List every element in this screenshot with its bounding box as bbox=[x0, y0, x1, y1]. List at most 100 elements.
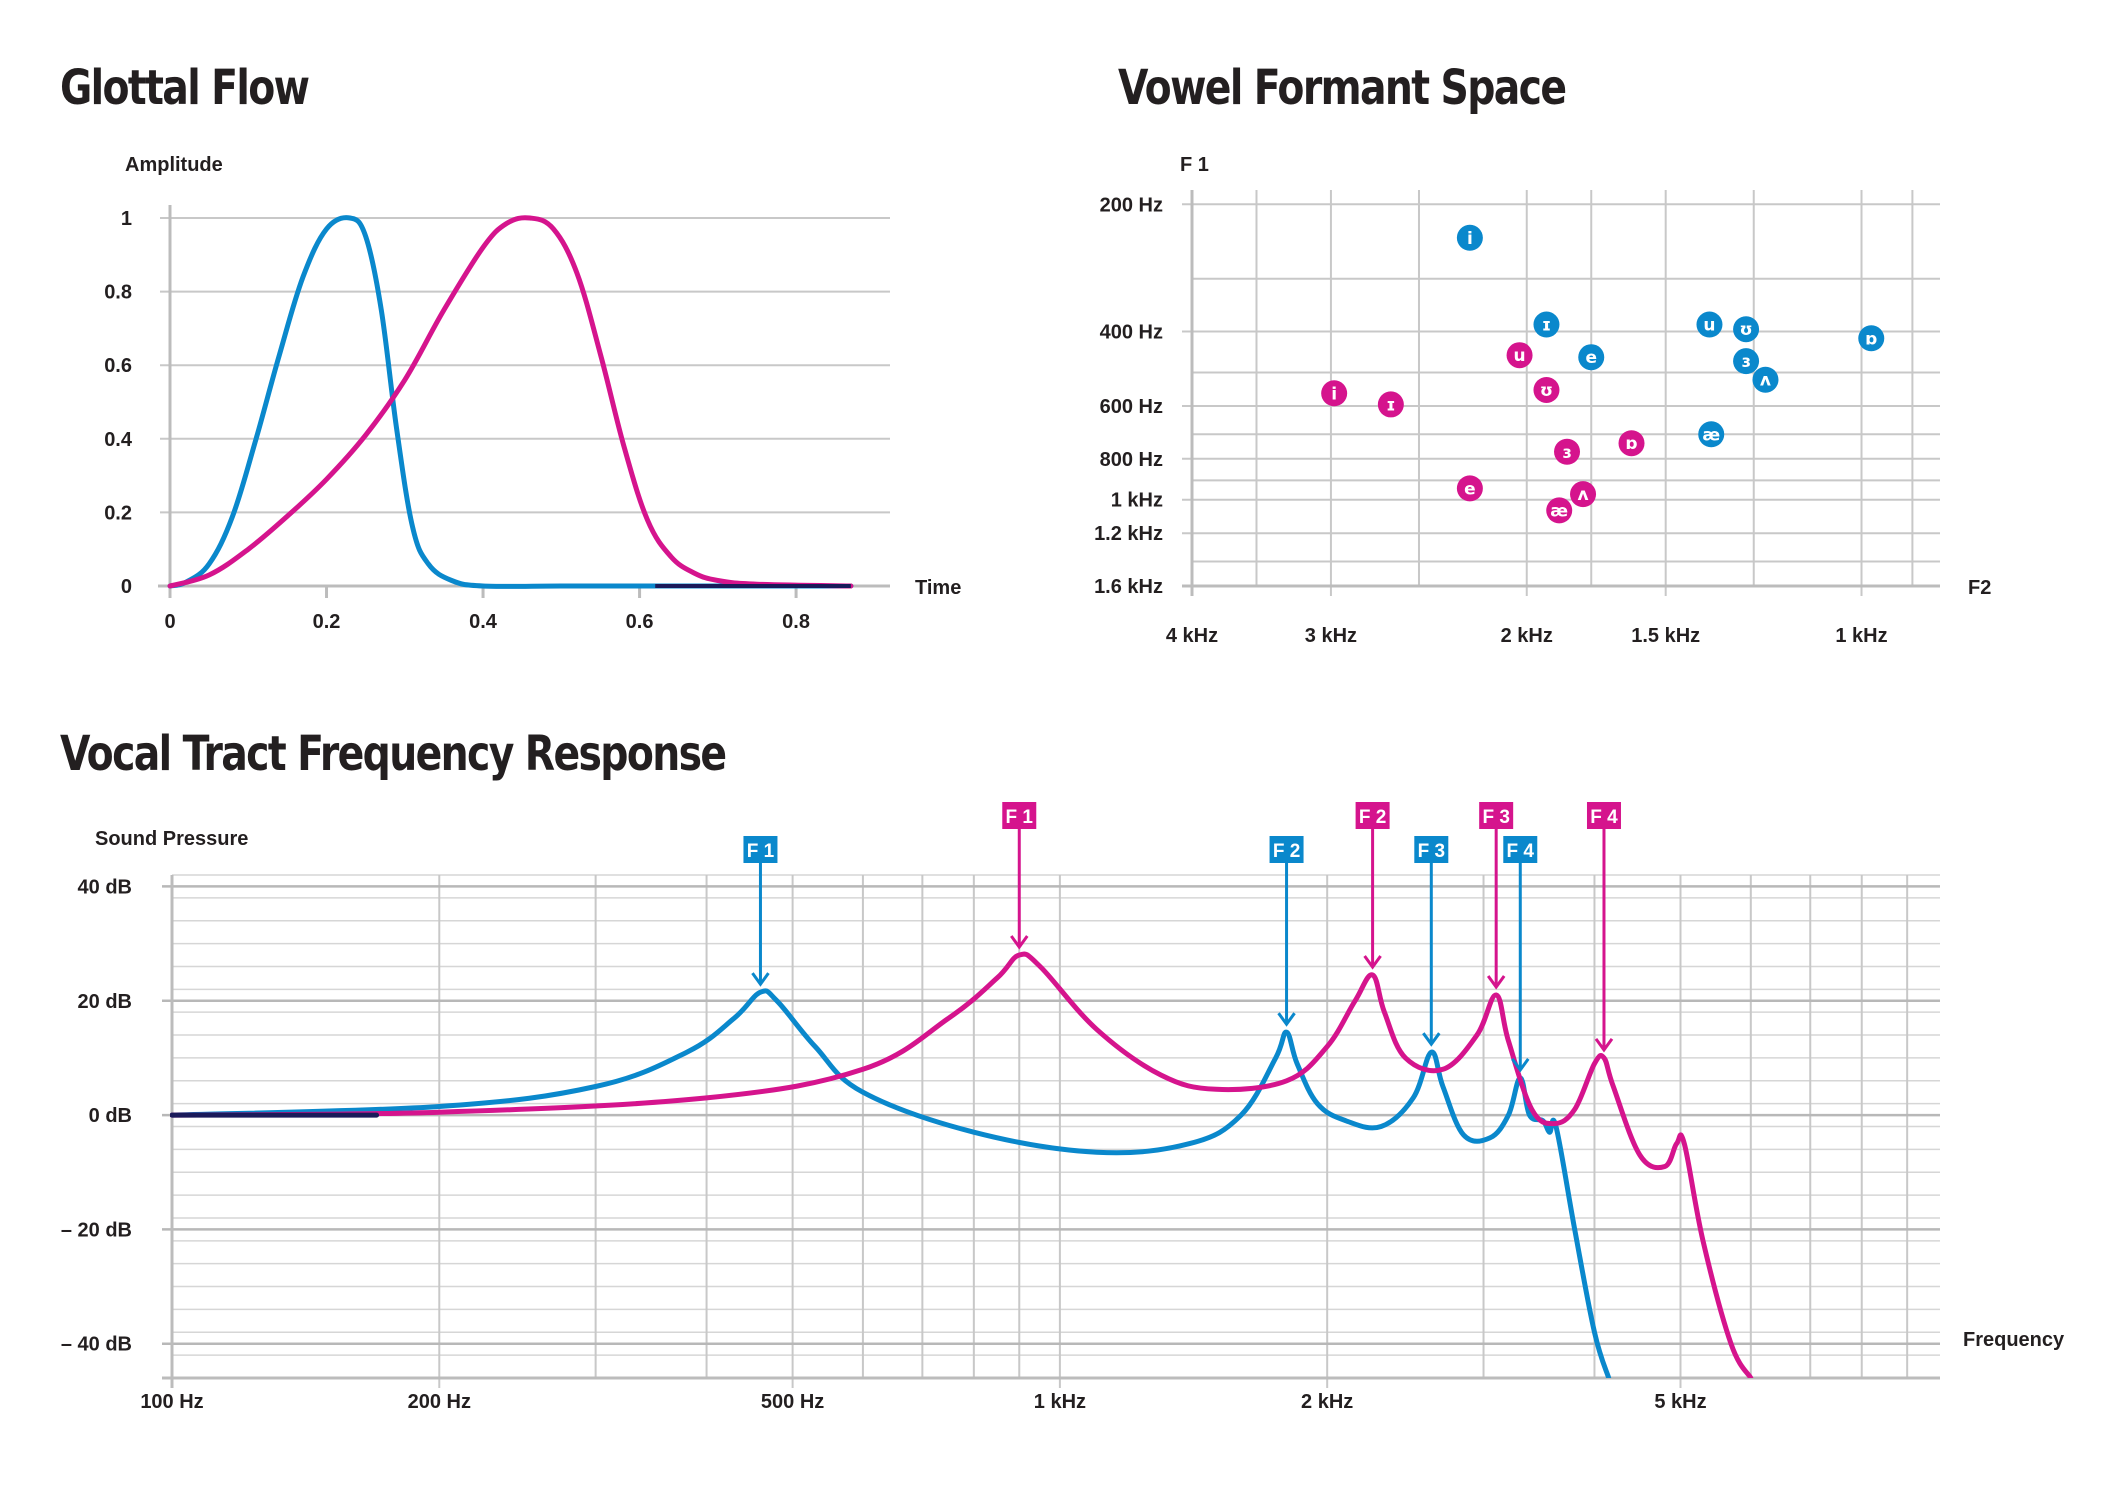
formant-vowel-point bbox=[1533, 376, 1560, 403]
formant-vowel-label: i bbox=[1467, 229, 1473, 249]
response-x-tick: 500 Hz bbox=[761, 1391, 824, 1413]
response-y-tick: – 20 dB bbox=[61, 1219, 132, 1241]
formant-arrow-head bbox=[1277, 1012, 1296, 1027]
formant-y-tick: 200 Hz bbox=[1100, 194, 1163, 216]
formant-vowel-point bbox=[1377, 391, 1404, 418]
glottal-y-tick: 1 bbox=[121, 208, 132, 230]
formant-vowel-point bbox=[1752, 366, 1779, 393]
formant-vowel-label: ʌ bbox=[1577, 485, 1588, 505]
response-y-tick: 20 dB bbox=[78, 991, 132, 1013]
formant-arrow-head bbox=[1422, 1032, 1441, 1047]
response-x-label: Frequency bbox=[1963, 1329, 2065, 1351]
formant-vowel-label: ɒ bbox=[1865, 329, 1877, 349]
formant-badge bbox=[1586, 802, 1621, 829]
formant-vowel-point bbox=[1698, 421, 1725, 448]
response-x-tick: 2 kHz bbox=[1301, 1391, 1353, 1413]
glottal-y-tick: 0 bbox=[121, 576, 132, 598]
frequency-response-title: Vocal Tract Frequency Response bbox=[60, 726, 727, 782]
glottal-series-line bbox=[167, 215, 854, 589]
response-x-tick: 100 Hz bbox=[140, 1391, 203, 1413]
formant-vowel-point bbox=[1578, 344, 1605, 371]
response-series-line bbox=[170, 988, 1612, 1378]
formant-vowel-label: æ bbox=[1550, 501, 1568, 521]
glottal-x-tick: 0.4 bbox=[469, 611, 498, 633]
formant-badge-label: F 1 bbox=[1006, 807, 1034, 828]
formant-vowel-point bbox=[1554, 438, 1581, 465]
formant-y-tick: 600 Hz bbox=[1100, 396, 1163, 418]
response-y-label: Sound Pressure bbox=[95, 828, 248, 850]
formant-badge bbox=[1479, 802, 1514, 829]
formant-badge bbox=[1414, 836, 1449, 863]
glottal-y-tick: 0.4 bbox=[104, 429, 133, 451]
glottal-x-tick: 0.2 bbox=[313, 611, 341, 633]
formant-badge-label: F 4 bbox=[1507, 841, 1535, 862]
formant-y-tick: 1.6 kHz bbox=[1094, 576, 1163, 598]
formant-vowel-label: ɪ bbox=[1542, 316, 1551, 336]
formant-vowel-point bbox=[1456, 224, 1483, 251]
glottal-x-tick: 0.8 bbox=[782, 611, 810, 633]
formant-vowel-label: u bbox=[1514, 346, 1526, 366]
formant-x-tick: 1.5 kHz bbox=[1631, 625, 1700, 647]
formant-vowel-point bbox=[1456, 475, 1483, 502]
formant-badge-label: F 2 bbox=[1359, 807, 1386, 828]
formant-vowel-point bbox=[1733, 316, 1760, 343]
formant-vowel-label: e bbox=[1585, 348, 1597, 368]
formant-vowel-label: ɪ bbox=[1386, 395, 1395, 415]
formant-y-tick: 400 Hz bbox=[1100, 322, 1163, 344]
glottal-x-tick: 0.6 bbox=[626, 611, 654, 633]
formant-arrow-head bbox=[1363, 955, 1382, 970]
formant-x-tick: 3 kHz bbox=[1305, 625, 1357, 647]
formant-vowel-label: ʌ bbox=[1760, 371, 1771, 391]
formant-vowel-point bbox=[1696, 311, 1723, 338]
formant-badge-label: F 4 bbox=[1590, 807, 1618, 828]
formant-arrow-head bbox=[1511, 1058, 1530, 1073]
response-series-line bbox=[170, 951, 1754, 1378]
formant-badge bbox=[1503, 836, 1538, 863]
formant-badge-label: F 2 bbox=[1273, 841, 1300, 862]
formant-vowel-label: ɜ bbox=[1741, 352, 1750, 372]
formant-vowel-point bbox=[1618, 430, 1645, 457]
formant-vowel-point bbox=[1858, 325, 1885, 352]
formant-badge bbox=[1355, 802, 1390, 829]
formant-y-tick: 1.2 kHz bbox=[1094, 523, 1163, 545]
response-y-tick: 40 dB bbox=[78, 876, 132, 898]
formant-arrow-head bbox=[1486, 975, 1506, 990]
formant-vowel-point bbox=[1533, 311, 1560, 338]
formant-y-label: F 1 bbox=[1180, 154, 1209, 176]
response-y-tick: 0 dB bbox=[89, 1105, 132, 1127]
formant-vowel-label: ɜ bbox=[1562, 443, 1571, 463]
vowel-formant-chart: 4 kHz 3 kHz 2 kHz 1.5 kHz 1 kHz 200 Hz 400 Hz 6… bbox=[1094, 154, 1991, 647]
glottal-x-tick: 0 bbox=[164, 611, 175, 633]
frequency-response-chart: 100 Hz 200 Hz 500 Hz 1 kHz 2 kHz 5 kHz 40 dB 20… bbox=[61, 802, 2065, 1413]
formant-vowel-label: e bbox=[1464, 479, 1476, 499]
formant-badge-label: F 3 bbox=[1482, 807, 1509, 828]
formant-badge-label: F 1 bbox=[747, 841, 775, 862]
formant-badge bbox=[743, 836, 778, 863]
formant-vowel-point bbox=[1321, 380, 1348, 407]
glottal-y-tick: 0.6 bbox=[104, 355, 132, 377]
formant-badge-label: F 3 bbox=[1418, 841, 1445, 862]
formant-vowel-label: ʊ bbox=[1540, 381, 1553, 401]
response-x-tick: 200 Hz bbox=[408, 1391, 471, 1413]
formant-vowel-label: æ bbox=[1702, 425, 1720, 445]
vowel-formant-title: Vowel Formant Space bbox=[1118, 60, 1567, 116]
formant-vowel-point bbox=[1570, 481, 1597, 508]
formant-x-tick: 2 kHz bbox=[1501, 625, 1553, 647]
formant-vowel-point bbox=[1733, 348, 1760, 375]
formant-arrow-head bbox=[751, 972, 770, 987]
glottal-y-label: Amplitude bbox=[125, 154, 223, 176]
formant-arrow-head bbox=[1010, 935, 1029, 950]
formant-y-tick: 800 Hz bbox=[1100, 449, 1163, 471]
formant-vowel-label: i bbox=[1331, 384, 1337, 404]
formant-vowel-label: u bbox=[1703, 316, 1715, 336]
formant-y-tick: 1 kHz bbox=[1111, 490, 1163, 512]
glottal-flow-chart: 0 0.2 0.4 0.6 0.8 1 0 0.2 0.4 0.6 0.8 Amplitude Time bbox=[104, 154, 961, 633]
formant-badge bbox=[1002, 802, 1037, 829]
formant-badge bbox=[1269, 836, 1304, 863]
response-y-tick: – 40 dB bbox=[61, 1334, 132, 1356]
formant-vowel-point bbox=[1506, 342, 1533, 369]
response-x-tick: 5 kHz bbox=[1654, 1391, 1706, 1413]
formant-arrow-head bbox=[1594, 1038, 1614, 1053]
glottal-y-tick: 0.8 bbox=[104, 282, 132, 304]
glottal-flow-title: Glottal Flow bbox=[60, 60, 310, 116]
